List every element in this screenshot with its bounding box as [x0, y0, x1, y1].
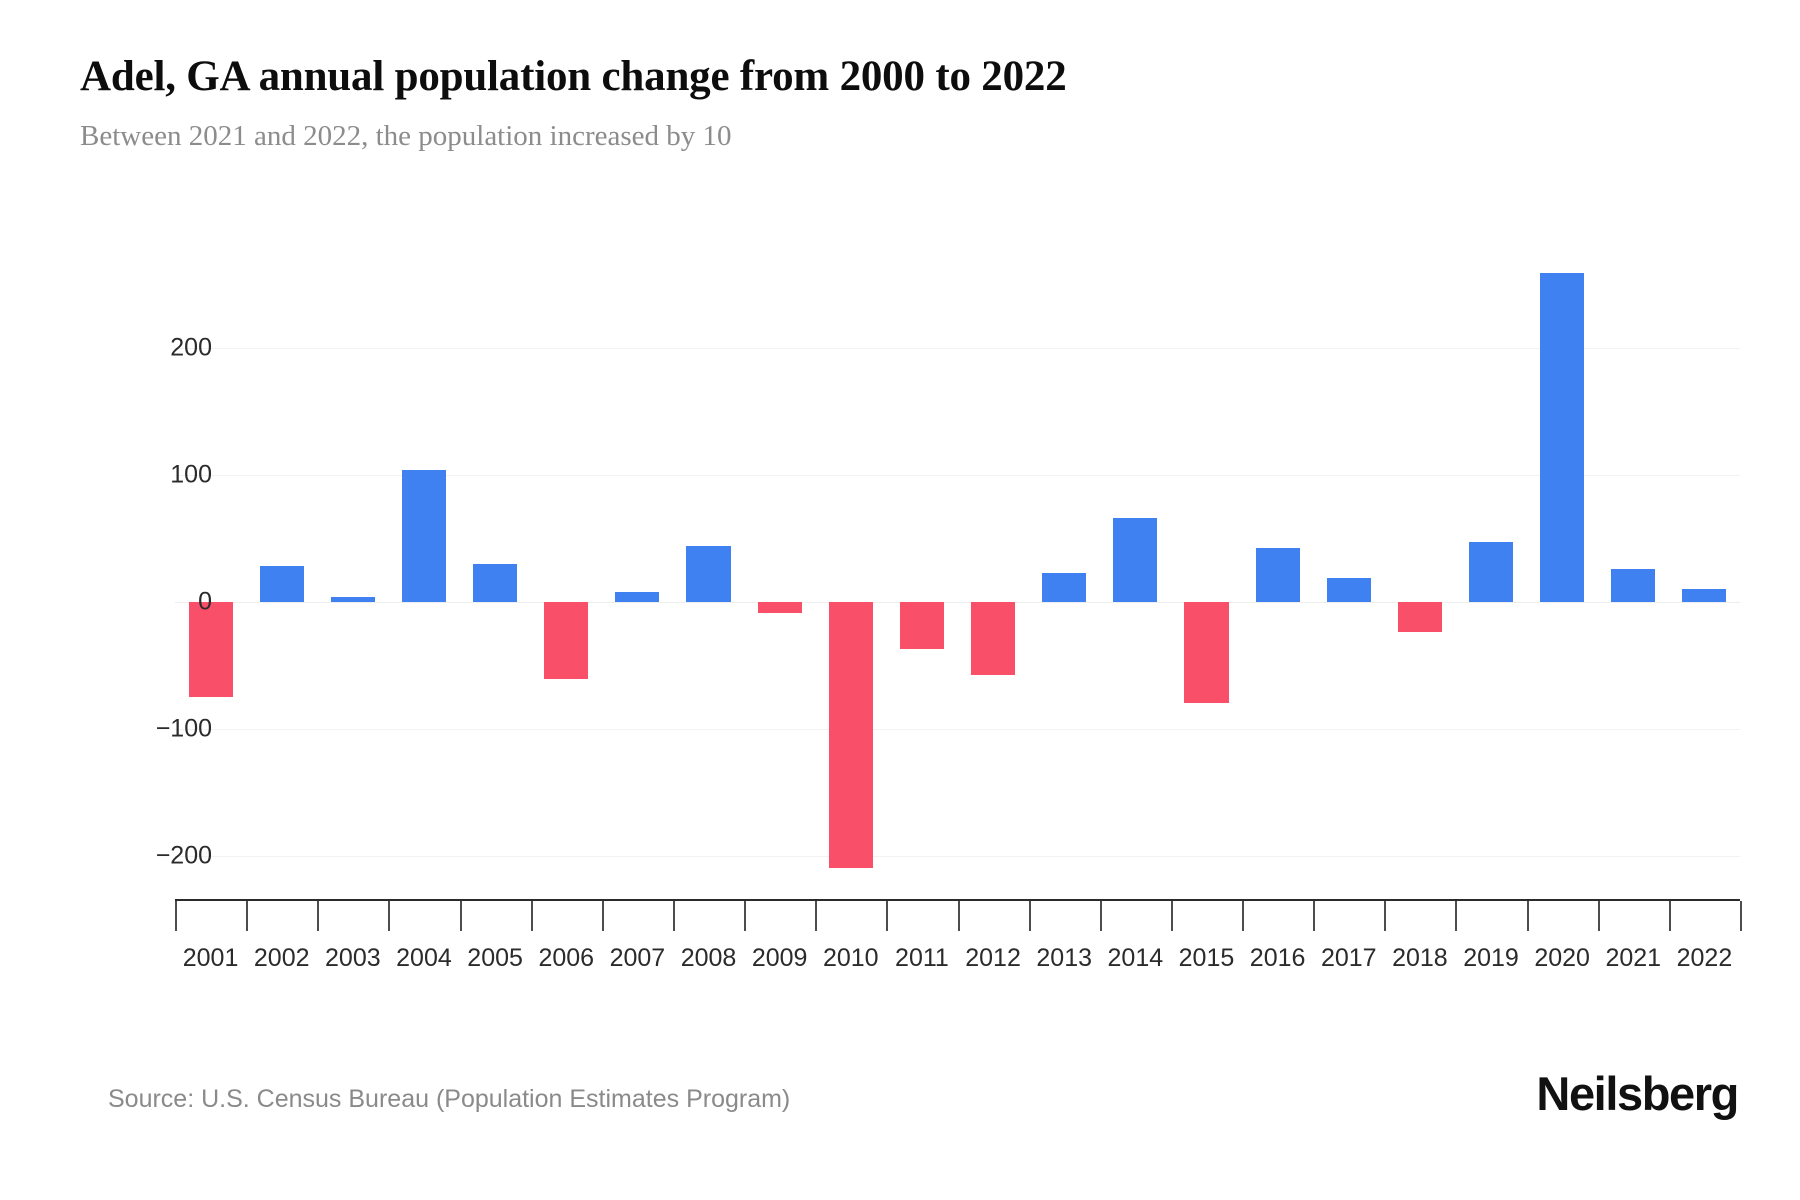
- bar-2001[interactable]: [188, 601, 233, 697]
- x-axis-tick: [886, 901, 889, 931]
- bar-2006[interactable]: [544, 601, 589, 680]
- x-axis-tick-label-2014: 2014: [1107, 944, 1164, 972]
- x-axis-tick: [744, 901, 747, 931]
- x-axis-tick: [1668, 901, 1671, 931]
- x-axis-tick-label-2016: 2016: [1249, 944, 1306, 972]
- x-axis-tick-label-2021: 2021: [1605, 944, 1662, 972]
- x-axis-tick: [672, 901, 675, 931]
- x-axis-line: [175, 899, 1740, 901]
- bar-2013[interactable]: [1042, 572, 1087, 602]
- x-axis-tick-label-2002: 2002: [253, 944, 310, 972]
- x-axis-tick: [815, 901, 818, 931]
- bar-2007[interactable]: [615, 591, 660, 602]
- bar-2011[interactable]: [899, 601, 944, 649]
- x-axis-tick-label-2011: 2011: [895, 944, 949, 972]
- x-axis-tick-label-2018: 2018: [1392, 944, 1448, 972]
- bar-2018[interactable]: [1397, 601, 1442, 633]
- x-axis-tick: [388, 901, 391, 931]
- x-axis-tick: [1313, 901, 1316, 931]
- x-axis-tick: [459, 901, 462, 931]
- x-axis-tick: [1384, 901, 1387, 931]
- y-axis-tick-label: 0: [198, 587, 212, 616]
- x-axis-tick: [1597, 901, 1600, 931]
- brand-logo: Neilsberg: [1536, 1067, 1739, 1120]
- x-axis-tick-label-2001: 2001: [182, 944, 239, 972]
- gridline: [175, 347, 1740, 349]
- x-axis-tick-label-2017: 2017: [1320, 944, 1377, 972]
- bar-2019[interactable]: [1468, 542, 1514, 602]
- x-axis-tick-label-2007: 2007: [609, 944, 666, 972]
- bar-2004[interactable]: [401, 469, 447, 602]
- x-axis-tick-label-2008: 2008: [680, 944, 737, 972]
- source-note: Source: U.S. Census Bureau (Population E…: [108, 1085, 791, 1113]
- bar-2017[interactable]: [1326, 577, 1371, 602]
- x-axis-tick: [1455, 901, 1458, 931]
- x-axis-tick: [175, 901, 177, 931]
- bar-2016[interactable]: [1255, 548, 1300, 602]
- x-axis-tick: [957, 901, 960, 931]
- x-axis-tick: [1242, 901, 1245, 931]
- y-axis-tick-label: −100: [155, 714, 212, 743]
- x-axis-tick: [317, 901, 320, 931]
- x-axis-tick: [1740, 901, 1742, 931]
- x-axis-tick-label-2010: 2010: [822, 944, 879, 972]
- gridline: [175, 474, 1740, 476]
- x-axis-tick: [601, 901, 604, 931]
- page-title: Adel, GA annual population change from 2…: [80, 53, 1067, 100]
- bar-2015[interactable]: [1184, 601, 1229, 704]
- bar-2020[interactable]: [1540, 273, 1585, 602]
- y-axis-tick-label: 100: [170, 460, 212, 489]
- y-axis-tick-label: −200: [155, 841, 212, 870]
- x-axis-tick-label-2015: 2015: [1178, 944, 1235, 972]
- x-axis-tick-label-2004: 2004: [396, 944, 452, 972]
- gridline: [175, 728, 1740, 730]
- page-subtitle: Between 2021 and 2022, the population in…: [80, 120, 732, 152]
- bar-2021[interactable]: [1611, 568, 1656, 602]
- x-axis-tick-label-2020: 2020: [1534, 944, 1590, 972]
- bar-2010[interactable]: [828, 601, 873, 869]
- x-axis-tick-label-2009: 2009: [751, 944, 808, 972]
- bar-2012[interactable]: [971, 601, 1016, 676]
- x-axis-tick: [1170, 901, 1173, 931]
- gridline: [175, 855, 1740, 857]
- bar-2009[interactable]: [757, 601, 802, 614]
- x-axis-tick-label-2019: 2019: [1463, 944, 1519, 972]
- x-axis-tick: [530, 901, 533, 931]
- x-axis-tick-label-2005: 2005: [467, 944, 523, 972]
- bar-2002[interactable]: [259, 566, 304, 602]
- x-axis-tick-label-2012: 2012: [965, 944, 1021, 972]
- y-axis-tick-label: 200: [170, 333, 212, 362]
- x-axis-tick: [1028, 901, 1031, 931]
- bar-series: [175, 240, 1740, 900]
- x-axis-tick: [1099, 901, 1102, 931]
- x-axis-tick: [1526, 901, 1529, 931]
- x-axis-tick-label-2003: 2003: [325, 944, 381, 972]
- x-axis-tick: [246, 901, 249, 931]
- x-axis-tick-label-2013: 2013: [1036, 944, 1093, 972]
- bar-2008[interactable]: [686, 545, 731, 602]
- x-axis-tick-label-2022: 2022: [1676, 944, 1733, 972]
- bar-2003[interactable]: [330, 596, 375, 602]
- bar-2022[interactable]: [1682, 589, 1727, 602]
- bar-2005[interactable]: [473, 563, 518, 602]
- bar-2014[interactable]: [1113, 517, 1158, 602]
- x-axis-tick-label-2006: 2006: [538, 944, 595, 972]
- plot-area: [175, 240, 1740, 900]
- zero-line: [175, 601, 1740, 603]
